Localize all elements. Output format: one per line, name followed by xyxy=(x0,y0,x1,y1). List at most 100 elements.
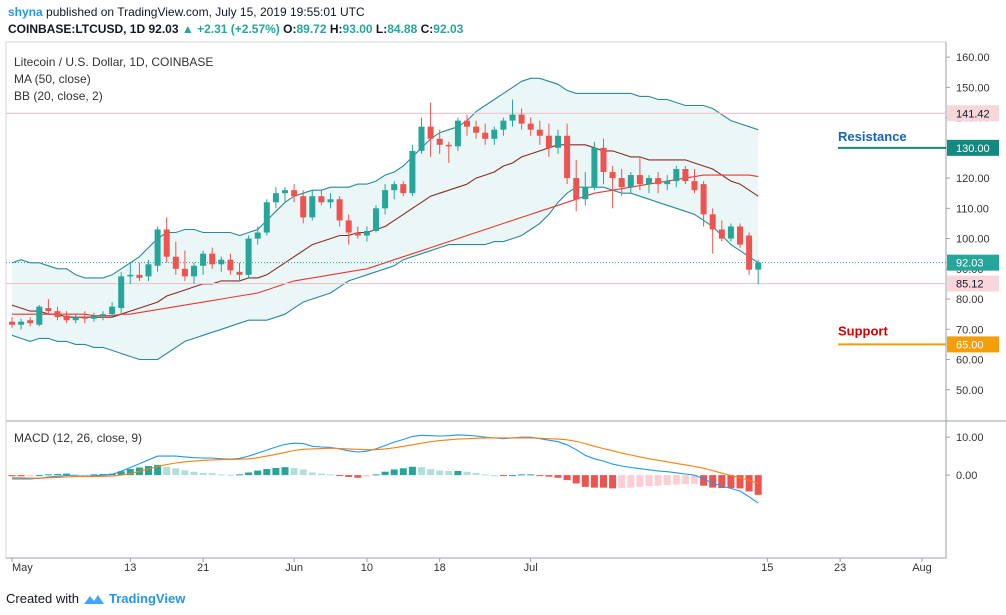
macd-histogram-bar xyxy=(709,475,717,488)
macd-histogram-bar xyxy=(427,469,435,476)
macd-histogram-bar xyxy=(445,470,453,476)
candle-body xyxy=(409,150,416,194)
bollinger-lower-line xyxy=(11,186,759,361)
time-tick-label: 15 xyxy=(761,562,773,574)
candle-body xyxy=(100,314,106,316)
macd-histogram-bar xyxy=(627,475,635,488)
macd-histogram-bar xyxy=(363,475,371,477)
candle-body xyxy=(373,208,379,231)
candle-body xyxy=(118,276,125,309)
macd-histogram-bar xyxy=(290,467,298,476)
ohlc-header: COINBASE:LTCUSD, 1D 92.03 ▲ +2.31 (+2.57… xyxy=(8,22,463,36)
candle-body xyxy=(627,175,634,188)
macd-histogram-bar xyxy=(736,475,744,489)
candle-body xyxy=(518,114,525,124)
macd-histogram-bar xyxy=(563,475,571,481)
up-triangle-icon: ▲ xyxy=(181,22,194,36)
macd-histogram-bar xyxy=(545,475,553,477)
candle-body xyxy=(81,317,88,319)
footer: Created with TradingView xyxy=(6,591,185,606)
chart-title: Litecoin / U.S. Dollar, 1D, COINBASE xyxy=(14,55,214,69)
ma50-line xyxy=(12,174,759,317)
last-price: 92.03 xyxy=(148,22,179,36)
macd-histogram-bar xyxy=(181,470,189,476)
macd-histogram-bar xyxy=(727,475,735,489)
candle-body xyxy=(436,138,443,145)
candle-body xyxy=(90,315,97,319)
macd-histogram-bar xyxy=(581,475,589,487)
candle-body xyxy=(718,229,725,239)
close-value: 92.03 xyxy=(433,22,464,36)
author-name[interactable]: shyna xyxy=(8,5,43,19)
macd-histogram-bar xyxy=(672,475,680,485)
candle-body xyxy=(564,135,571,179)
candle-body xyxy=(254,232,261,239)
macd-histogram-bar xyxy=(199,472,207,476)
macd-histogram-bar xyxy=(72,474,80,476)
open-value: 89.72 xyxy=(296,22,327,36)
macd-histogram-bar xyxy=(299,469,307,476)
time-tick-label: 10 xyxy=(361,562,373,574)
macd-tick-label: 0.00 xyxy=(956,470,977,482)
candle-body xyxy=(427,126,434,139)
candle-body xyxy=(291,190,298,197)
candle-body xyxy=(309,196,316,218)
macd-histogram-bar xyxy=(354,475,362,478)
close-label: C: xyxy=(420,22,434,36)
candle-body xyxy=(382,190,389,209)
candle-body xyxy=(45,308,52,312)
macd-histogram-bar xyxy=(236,474,243,476)
open-label: O: xyxy=(283,22,297,36)
candle-body xyxy=(236,271,243,275)
macd-histogram-bar xyxy=(54,473,61,476)
candle-body xyxy=(200,253,207,266)
publish-text: published on TradingView.com, July 15, 2… xyxy=(46,5,365,19)
high-value: 93.00 xyxy=(342,22,373,36)
tradingview-brand[interactable]: TradingView xyxy=(108,591,186,606)
candle-body xyxy=(682,169,689,182)
candle-body xyxy=(181,268,188,277)
candle-body xyxy=(127,274,134,277)
macd-histogram-bar xyxy=(117,471,125,476)
macd-histogram-bar xyxy=(390,469,398,476)
candle-body xyxy=(336,199,343,221)
macd-histogram-bar xyxy=(554,475,562,478)
candle-body xyxy=(555,135,561,148)
candle-body xyxy=(655,178,662,185)
candle-body xyxy=(573,178,580,200)
price-tick-label: 150.00 xyxy=(956,82,990,94)
macd-histogram-bar xyxy=(208,473,216,476)
macd-histogram-bar xyxy=(327,474,334,476)
price-tick-label: 80.00 xyxy=(956,294,984,306)
candle-body xyxy=(327,199,334,203)
macd-histogram-bar xyxy=(418,467,425,476)
macd-tick-label: 10.00 xyxy=(956,432,984,444)
macd-histogram-bar xyxy=(190,471,198,476)
macd-histogram-bar xyxy=(381,471,389,476)
candle-body xyxy=(664,181,671,185)
candle-body xyxy=(154,229,161,266)
price-tick-label: 110.00 xyxy=(956,203,989,215)
candle-body xyxy=(746,235,753,270)
price-badge xyxy=(947,336,999,353)
candle-body xyxy=(363,231,370,236)
price-tick-label: 50.00 xyxy=(956,385,984,397)
candle-body xyxy=(464,120,470,127)
candle-body xyxy=(63,315,70,321)
macd-histogram-bar xyxy=(172,468,180,476)
candle-body xyxy=(300,196,307,218)
price-tick-label: 120.00 xyxy=(956,173,990,185)
signal-line xyxy=(12,437,759,485)
candle-body xyxy=(163,229,170,257)
candle-body xyxy=(755,262,762,270)
macd-histogram-bar xyxy=(663,475,671,485)
price-badge-label: 92.03 xyxy=(956,258,984,270)
candle-body xyxy=(536,129,543,136)
macd-histogram-bar xyxy=(254,470,262,476)
macd-histogram-bar xyxy=(126,469,134,476)
macd-histogram-bar xyxy=(691,475,698,484)
bollinger-basis-line xyxy=(11,144,759,318)
candle-body xyxy=(491,129,498,139)
time-tick-label: Jun xyxy=(285,562,303,574)
